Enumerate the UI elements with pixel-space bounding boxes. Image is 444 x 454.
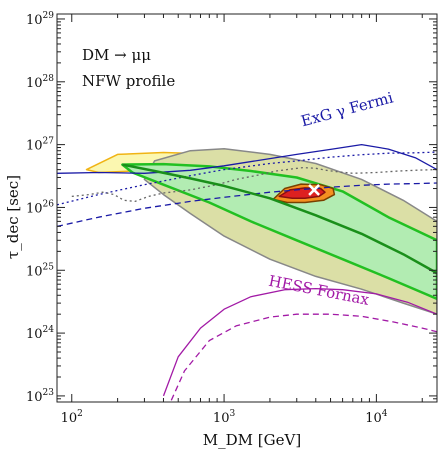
- series-line-3: [162, 287, 437, 397]
- confidence-regions: [85, 147, 437, 315]
- y-tick-label: 1023: [26, 388, 54, 405]
- y-tick-label: 1025: [26, 262, 54, 279]
- y-tick-label: 1029: [26, 11, 54, 28]
- series-line-1: [57, 151, 437, 206]
- series-line-6: [122, 163, 437, 275]
- annotation-channel: DM → μμ: [82, 46, 151, 64]
- y-tick-label: 1028: [26, 74, 54, 91]
- x-tick-label: 104: [365, 409, 388, 426]
- x-tick-label: 103: [213, 409, 236, 426]
- best-fit-cross: [308, 184, 320, 196]
- annotation-profile: NFW profile: [82, 72, 175, 90]
- series-line-5: [71, 166, 437, 203]
- series-line-0: [57, 143, 437, 174]
- annotation-exg-fermi: ExG γ Fermi: [299, 88, 395, 130]
- axis-ticks: 102 103 104 1023 1024 1025 1026 1027 1028 1029: [26, 11, 437, 426]
- series-line-2: [57, 182, 437, 228]
- series-line-4: [170, 313, 437, 401]
- y-tick-label: 1027: [26, 137, 54, 154]
- y-axis-label: τ_dec [sec]: [4, 175, 22, 259]
- best-fit-marker: [308, 184, 320, 196]
- x-tick-label: 102: [61, 409, 83, 426]
- x-axis-label: M_DM [GeV]: [203, 431, 301, 449]
- region-2: [121, 162, 437, 301]
- limit-curves: [57, 143, 437, 401]
- y-tick-label: 1024: [26, 325, 54, 342]
- y-tick-label: 1026: [26, 199, 54, 216]
- plot-frame: [56, 13, 438, 403]
